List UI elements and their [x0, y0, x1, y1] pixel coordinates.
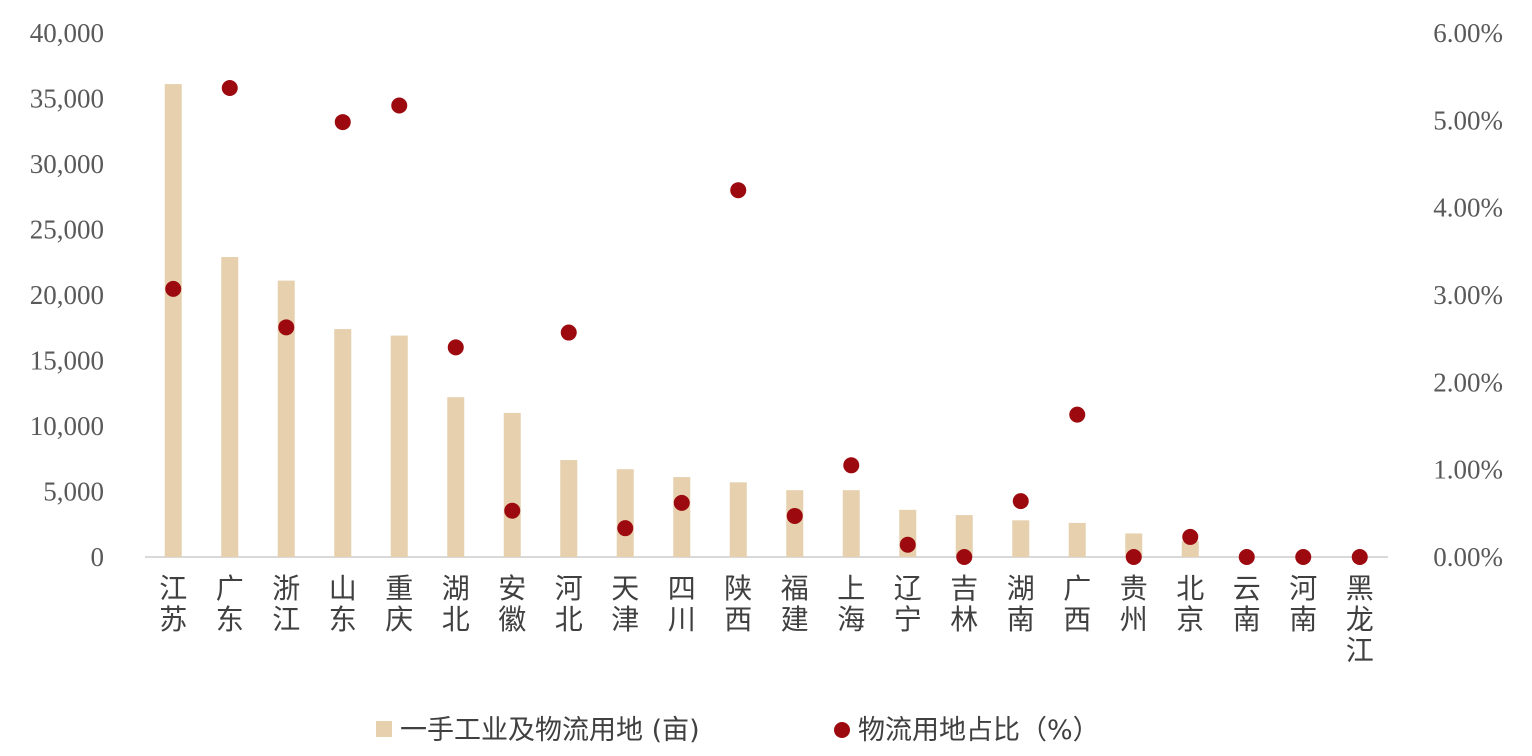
bar: [221, 257, 239, 557]
right-axis-tick-label: 5.00%: [1433, 105, 1503, 135]
bar: [447, 397, 465, 557]
left-axis-tick-label: 5,000: [43, 477, 104, 507]
scatter-point: [560, 324, 577, 341]
bar: [1012, 520, 1030, 557]
scatter-point: [1069, 406, 1086, 423]
category-label: 上海: [837, 572, 865, 636]
bar: [955, 515, 973, 557]
left-axis: 0 5,000 10,000 15,000 20,000 25,000 30,000 35,0…: [30, 18, 104, 572]
scatter-series: [165, 80, 1368, 565]
category-label: 湖南: [1007, 572, 1035, 636]
scatter-point: [1238, 549, 1255, 565]
left-axis-tick-label: 10,000: [30, 411, 104, 441]
bar: [616, 469, 634, 557]
category-label: 广东: [216, 572, 244, 636]
scatter-point: [956, 549, 973, 565]
left-axis-tick-label: 40,000: [30, 18, 104, 48]
bar: [164, 84, 182, 557]
scatter-point: [165, 280, 182, 297]
bar: [334, 329, 352, 557]
category-label: 天津: [611, 572, 639, 636]
category-label: 吉林: [950, 572, 978, 636]
scatter-point: [334, 114, 351, 131]
bar: [673, 477, 691, 557]
scatter-point: [447, 339, 464, 356]
scatter-point: [899, 536, 916, 553]
category-label: 福建: [781, 572, 809, 636]
bar: [503, 412, 521, 557]
left-axis-tick-label: 25,000: [30, 215, 104, 245]
scatter-point: [1182, 528, 1199, 545]
bar: [277, 280, 295, 557]
legend-scatter-label: 物流用地占比（%）: [858, 715, 1100, 746]
bar: [1068, 522, 1086, 557]
right-axis-tick-label: 1.00%: [1433, 455, 1503, 485]
scatter-point: [1125, 549, 1142, 565]
left-axis-tick-label: 20,000: [30, 280, 104, 310]
right-axis-tick-label: 0.00%: [1433, 542, 1503, 572]
scatter-point: [221, 80, 238, 97]
right-axis-tick-label: 6.00%: [1433, 18, 1503, 48]
category-label: 山东: [329, 572, 357, 636]
category-label: 河北: [555, 572, 583, 636]
category-label: 安徽: [498, 572, 526, 636]
legend: 一手工业及物流用地 (亩) 物流用地占比（%）: [376, 715, 1100, 746]
right-axis-tick-label: 4.00%: [1433, 193, 1503, 223]
scatter-point: [843, 457, 860, 474]
right-axis-tick-label: 2.00%: [1433, 367, 1503, 397]
scatter-point: [786, 507, 803, 524]
category-label: 贵州: [1120, 572, 1148, 636]
scatter-point: [1295, 549, 1312, 565]
right-axis: 0.00% 1.00% 2.00% 3.00% 4.00% 5.00% 6.00%: [1433, 18, 1503, 572]
left-axis-tick-label: 30,000: [30, 149, 104, 179]
x-axis-categories: 江苏广东浙江山东重庆湖北安徽河北天津四川陕西福建上海辽宁吉林湖南广西贵州北京云南…: [159, 572, 1374, 667]
legend-bar-swatch: [376, 721, 392, 737]
left-axis-tick-label: 0: [91, 542, 105, 572]
scatter-point: [730, 182, 747, 199]
scatter-point: [504, 502, 521, 519]
bar: [1181, 541, 1199, 557]
category-label: 江苏: [159, 572, 187, 636]
scatter-point: [1012, 493, 1029, 510]
category-label: 浙江: [272, 572, 300, 636]
scatter-point: [391, 97, 408, 114]
category-label: 湖北: [442, 572, 470, 636]
legend-bar-label: 一手工业及物流用地 (亩): [400, 715, 700, 746]
category-label: 重庆: [385, 572, 413, 636]
category-label: 云南: [1233, 572, 1261, 636]
bar: [560, 460, 578, 557]
category-label: 河南: [1289, 572, 1317, 636]
bar: [390, 335, 408, 557]
bar: [842, 490, 860, 557]
left-axis-tick-label: 15,000: [30, 346, 104, 376]
scatter-point: [278, 319, 295, 336]
category-label: 北京: [1176, 572, 1204, 636]
right-axis-tick-label: 3.00%: [1433, 280, 1503, 310]
category-label: 四川: [668, 572, 696, 636]
legend-scatter-swatch: [834, 722, 850, 738]
bar: [729, 482, 747, 557]
bar-series: [164, 84, 1199, 557]
scatter-point: [673, 494, 690, 511]
category-label: 辽宁: [894, 572, 922, 636]
category-label: 陕西: [724, 572, 752, 636]
scatter-point: [617, 520, 634, 537]
category-label: 黑龙江: [1346, 572, 1374, 667]
left-axis-tick-label: 35,000: [30, 84, 104, 114]
scatter-point: [1351, 549, 1368, 565]
category-label: 广西: [1063, 572, 1091, 636]
